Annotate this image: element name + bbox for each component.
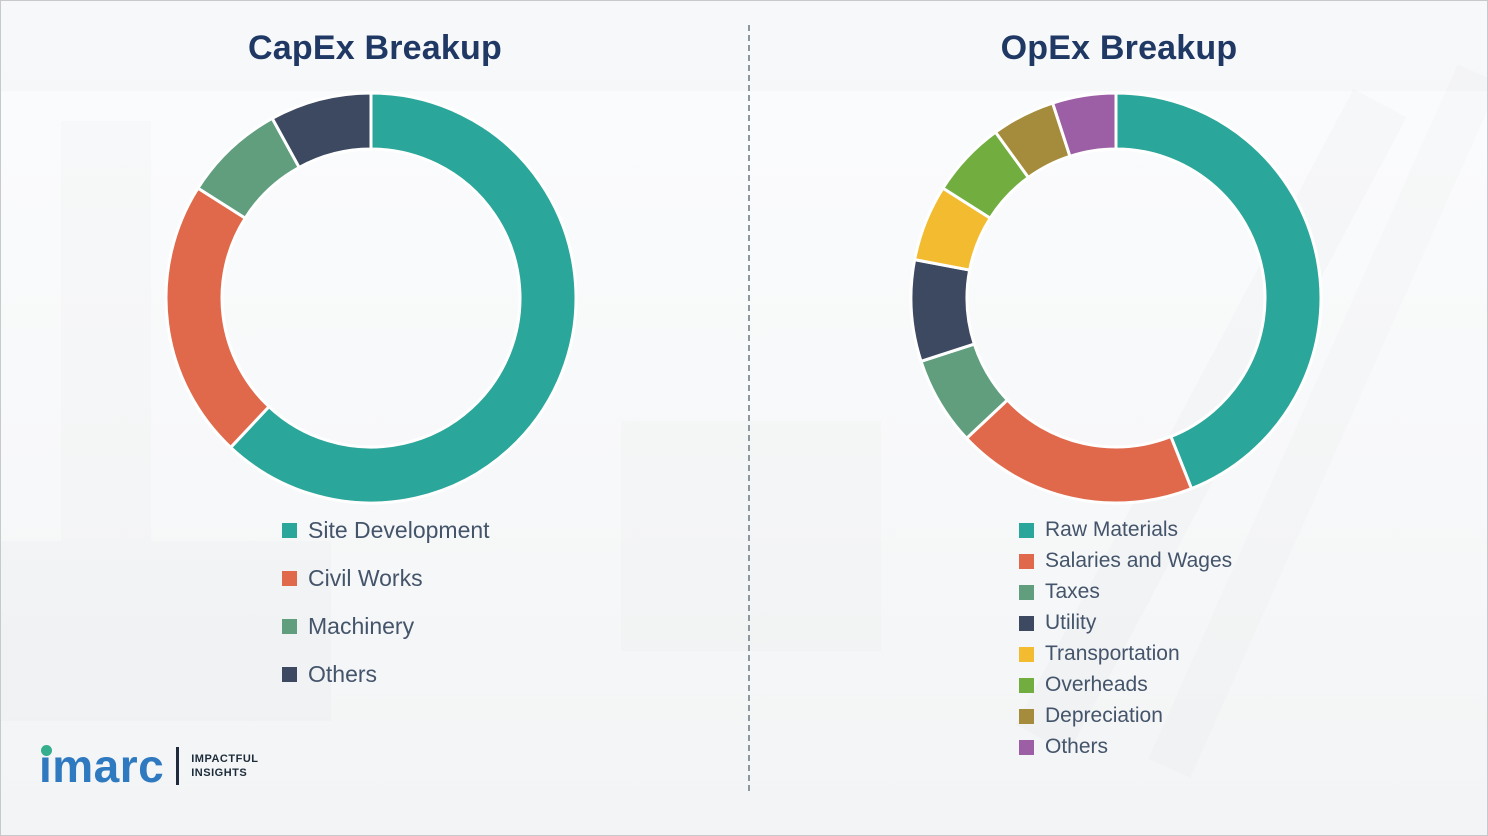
vertical-dashed-divider <box>748 25 750 791</box>
legend-marker <box>1019 615 1034 631</box>
legend-item: Depreciation <box>1019 704 1232 728</box>
opex-chart-title: OpEx Breakup <box>1000 29 1238 67</box>
capex-donut-chart <box>164 91 578 505</box>
legend-label: Utility <box>1045 611 1097 634</box>
imarc-logo-wordmark: imarc <box>39 743 164 789</box>
legend-marker <box>282 523 297 538</box>
legend-marker <box>1019 584 1034 600</box>
legend-item: Salaries and Wages <box>1019 549 1232 573</box>
legend-item: Machinery <box>282 613 490 640</box>
donut-slice-site-development <box>229 91 578 505</box>
legend-label: Salaries and Wages <box>1045 549 1233 572</box>
legend-label: Others <box>308 661 378 687</box>
logo-divider-bar <box>176 747 180 785</box>
capex-legend: Site Development Civil Works Machinery Othe… <box>282 517 490 688</box>
imarc-logo-text: imarc <box>39 740 165 792</box>
legend-label: Depreciation <box>1045 704 1163 727</box>
logo-tagline-line2: INSIGHTS <box>191 767 248 779</box>
donut-slice-civil-works <box>164 186 271 449</box>
donut-slice-others <box>270 91 373 169</box>
legend-marker <box>1019 677 1034 693</box>
imarc-logo-i-dot <box>41 745 52 756</box>
legend-marker <box>1019 739 1034 755</box>
logo-tagline: IMPACTFUL INSIGHTS <box>191 752 258 781</box>
legend-marker <box>282 571 297 586</box>
legend-marker <box>282 619 297 634</box>
legend-item: Others <box>282 661 490 688</box>
legend-item: Others <box>1019 735 1232 759</box>
legend-label: Site Development <box>308 517 490 543</box>
legend-label: Machinery <box>308 613 415 639</box>
donut-slice-others <box>1051 91 1118 158</box>
legend-item: Raw Materials <box>1019 518 1232 542</box>
legend-label: Overheads <box>1045 673 1148 696</box>
legend-marker <box>1019 646 1034 662</box>
legend-label: Transportation <box>1045 642 1180 665</box>
donut-slice-raw-materials <box>1114 91 1323 491</box>
legend-marker <box>1019 522 1034 538</box>
legend-item: Transportation <box>1019 642 1232 666</box>
legend-item: Civil Works <box>282 565 490 592</box>
opex-donut-chart <box>909 91 1323 505</box>
donut-slice-salaries-and-wages <box>965 398 1193 505</box>
donut-slice-utility <box>909 258 976 363</box>
legend-label: Taxes <box>1045 580 1100 603</box>
capex-chart-title: CapEx Breakup <box>248 29 502 67</box>
legend-label: Raw Materials <box>1045 518 1179 541</box>
legend-item: Taxes <box>1019 580 1232 604</box>
imarc-logo: imarc IMPACTFUL INSIGHTS <box>39 743 258 789</box>
legend-marker <box>1019 708 1034 724</box>
legend-item: Utility <box>1019 611 1232 635</box>
logo-tagline-line1: IMPACTFUL <box>191 752 259 765</box>
legend-item: Site Development <box>282 517 490 544</box>
legend-item: Overheads <box>1019 673 1232 697</box>
legend-marker <box>282 667 297 682</box>
opex-legend: Raw Materials Salaries and Wages Taxes Util… <box>1019 518 1232 759</box>
legend-label: Civil Works <box>308 565 423 591</box>
legend-label: Others <box>1045 735 1109 758</box>
legend-marker <box>1019 553 1034 569</box>
